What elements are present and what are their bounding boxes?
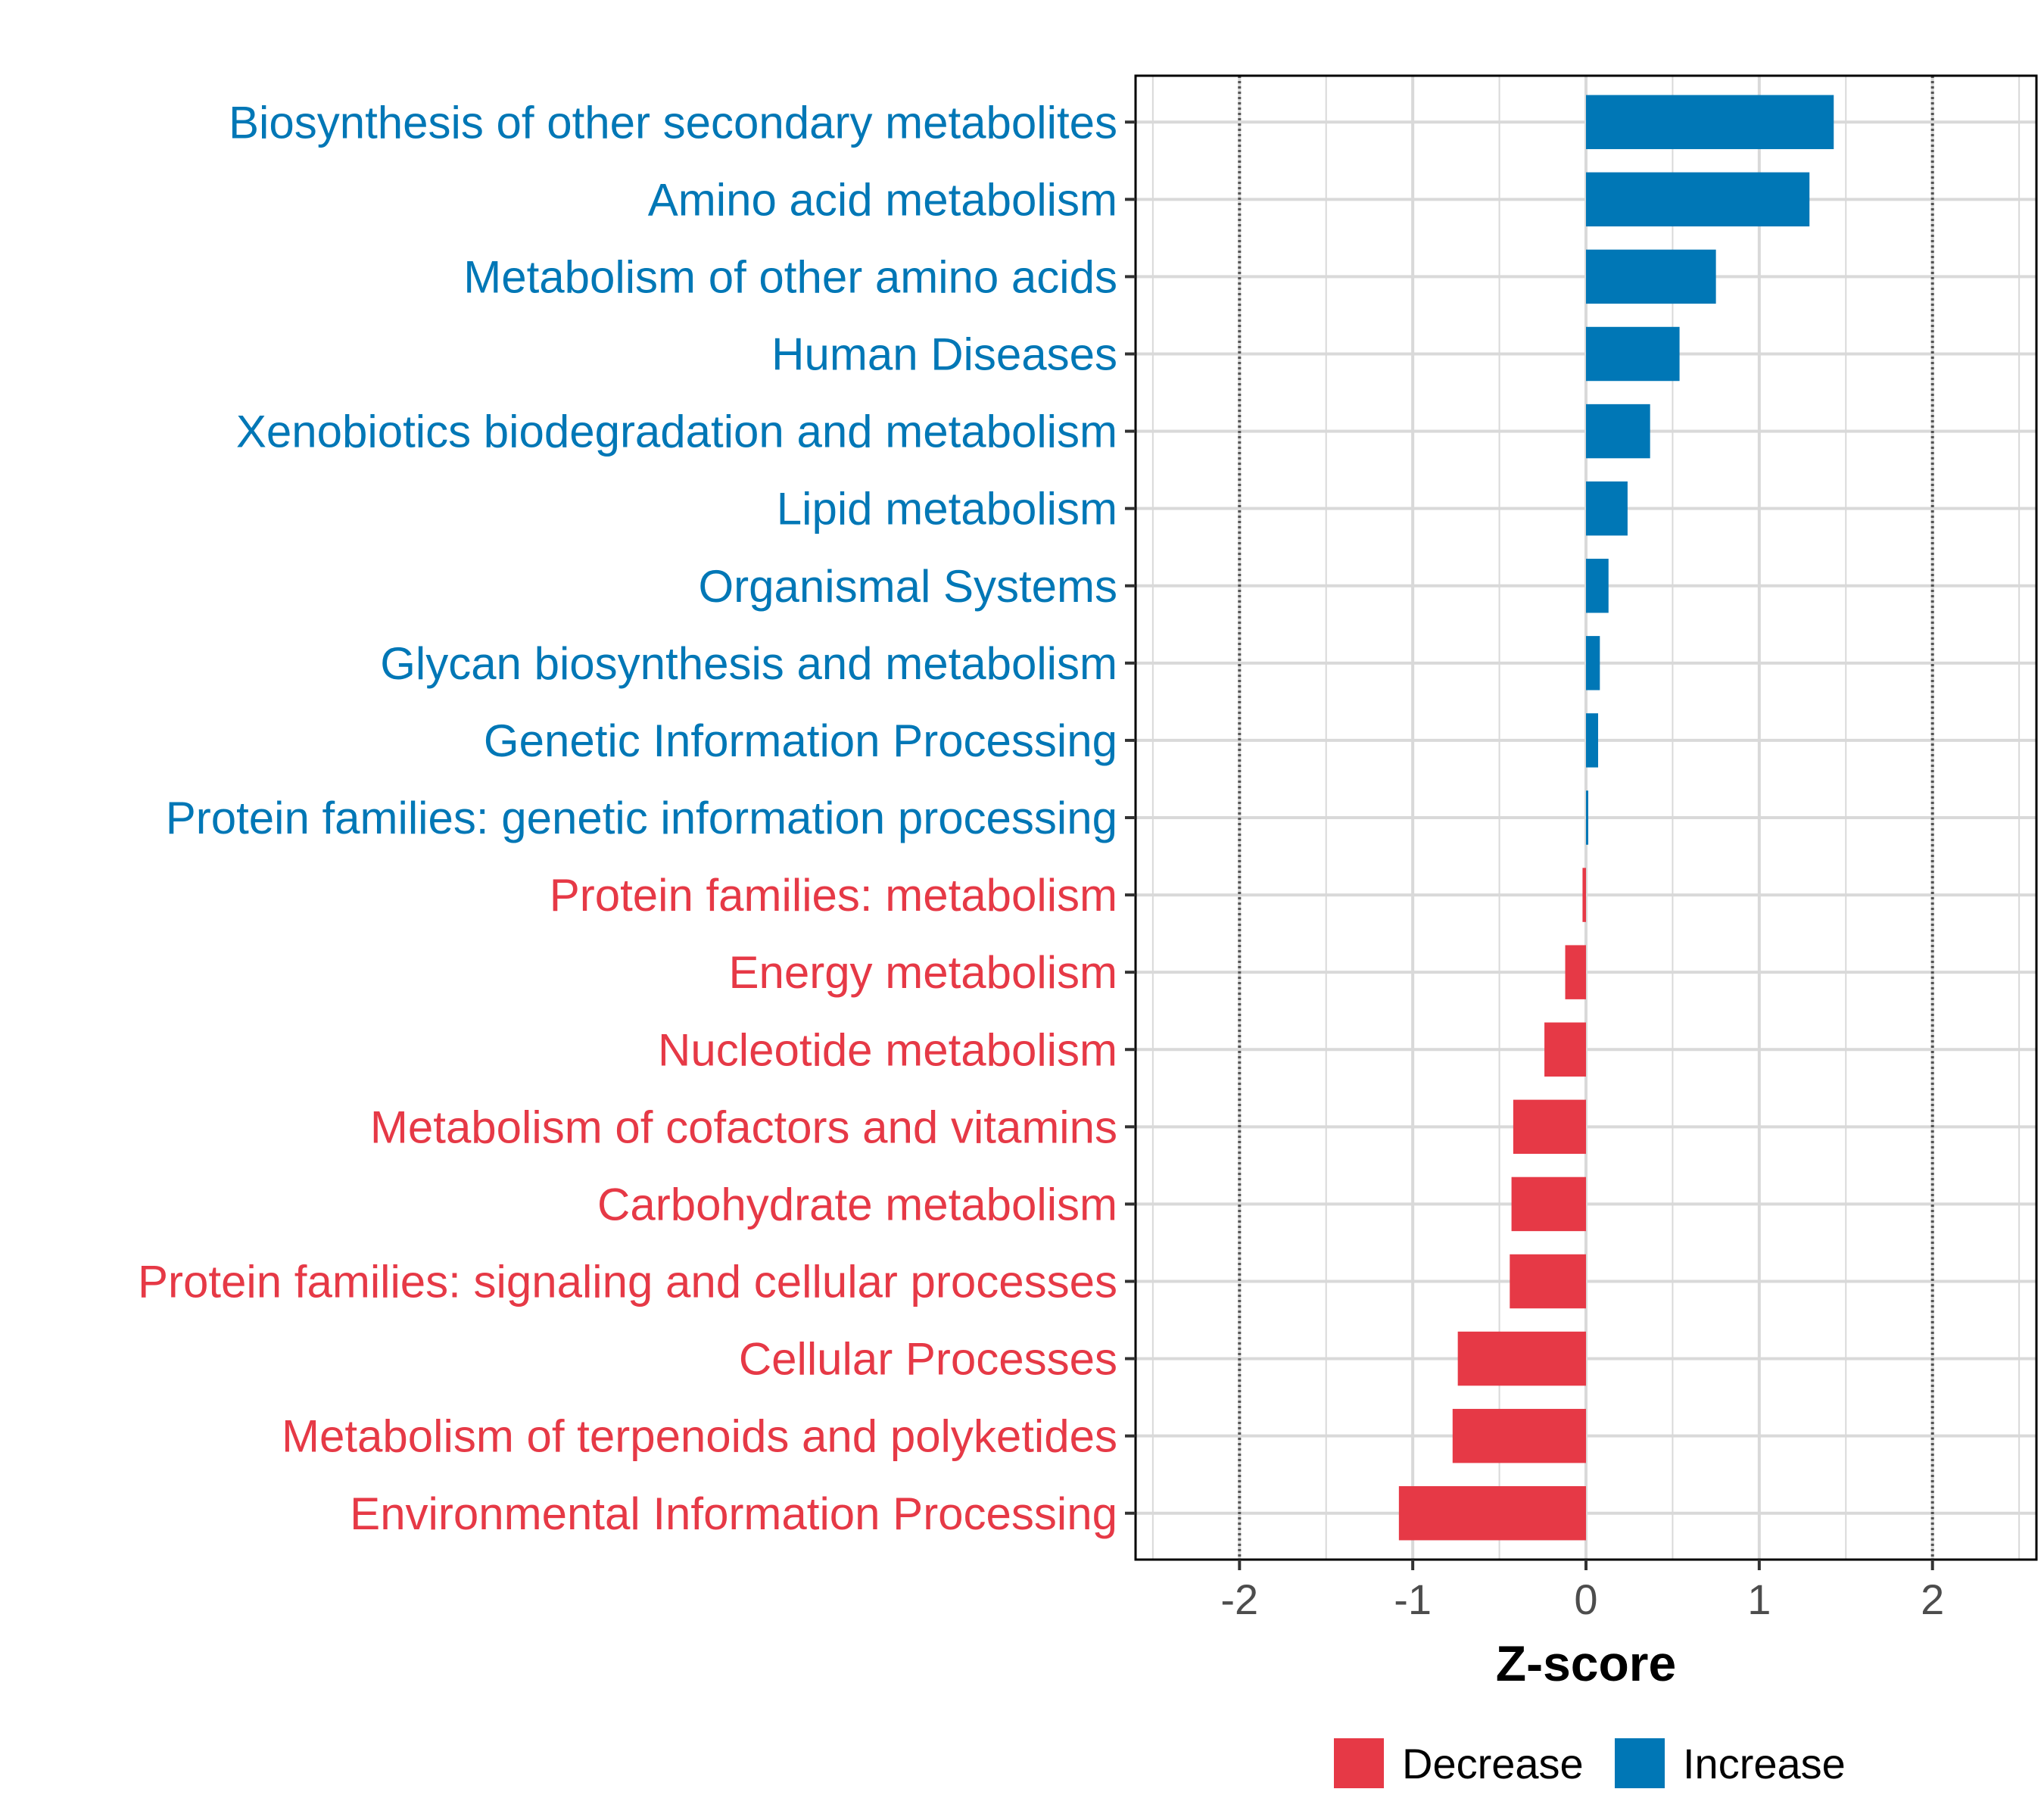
bar (1582, 868, 1586, 922)
x-tick-label: -1 (1394, 1575, 1432, 1623)
bar (1398, 1486, 1586, 1541)
x-axis-title: Z-score (1496, 1635, 1676, 1691)
bar (1586, 636, 1600, 690)
category-label: Cellular Processes (739, 1334, 1117, 1385)
legend-label-increase: Increase (1683, 1740, 1846, 1787)
bar (1586, 95, 1834, 149)
category-label: Human Diseases (771, 329, 1117, 380)
category-label: Organismal Systems (699, 561, 1117, 612)
x-tick-label: 2 (1921, 1575, 1944, 1623)
bar (1457, 1331, 1586, 1386)
bar (1452, 1408, 1586, 1463)
bar (1586, 481, 1628, 536)
bar (1586, 249, 1716, 304)
legend-label-decrease: Decrease (1402, 1740, 1584, 1787)
x-tick-label: 1 (1747, 1575, 1771, 1623)
legend: Decrease Increase (1334, 1738, 1846, 1788)
category-label: Nucleotide metabolism (658, 1024, 1117, 1075)
category-label: Glycan biosynthesis and metabolism (380, 638, 1117, 689)
category-label: Biosynthesis of other secondary metaboli… (229, 97, 1117, 148)
bar (1510, 1254, 1586, 1309)
y-axis-labels: Biosynthesis of other secondary metaboli… (138, 97, 1117, 1539)
category-label: Environmental Information Processing (350, 1488, 1117, 1539)
bar (1586, 713, 1599, 768)
category-label: Amino acid metabolism (648, 174, 1117, 225)
category-label: Metabolism of cofactors and vitamins (370, 1102, 1117, 1152)
reference-lines (1238, 76, 1934, 1560)
bars (1398, 95, 1834, 1541)
bar (1586, 404, 1650, 459)
category-label: Xenobiotics biodegradation and metabolis… (236, 407, 1117, 457)
category-label: Metabolism of terpenoids and polyketides (282, 1411, 1117, 1462)
x-tick-label: -2 (1220, 1575, 1258, 1623)
bar (1586, 790, 1588, 845)
category-label: Lipid metabolism (777, 484, 1117, 535)
category-label: Metabolism of other amino acids (463, 251, 1117, 302)
category-label: Protein families: signaling and cellular… (138, 1257, 1117, 1307)
bar (1586, 326, 1680, 382)
bar (1586, 559, 1609, 613)
category-label: Protein families: genetic information pr… (166, 793, 1117, 843)
legend-swatch-increase (1615, 1738, 1665, 1788)
bar (1565, 945, 1586, 999)
bar (1511, 1177, 1586, 1232)
y-axis-ticks (1125, 120, 1136, 1515)
category-label: Genetic Information Processing (484, 715, 1117, 766)
bar (1586, 172, 1810, 227)
category-label: Carbohydrate metabolism (597, 1179, 1117, 1230)
bar (1544, 1022, 1586, 1077)
category-label: Energy metabolism (728, 947, 1117, 998)
legend-swatch-decrease (1334, 1738, 1384, 1788)
x-tick-label: 0 (1574, 1575, 1597, 1623)
x-axis-ticks (1238, 1560, 1934, 1570)
bar (1513, 1099, 1586, 1155)
category-label: Protein families: metabolism (550, 870, 1117, 921)
x-axis-labels: -2 -1 0 1 2 (1220, 1575, 1944, 1623)
